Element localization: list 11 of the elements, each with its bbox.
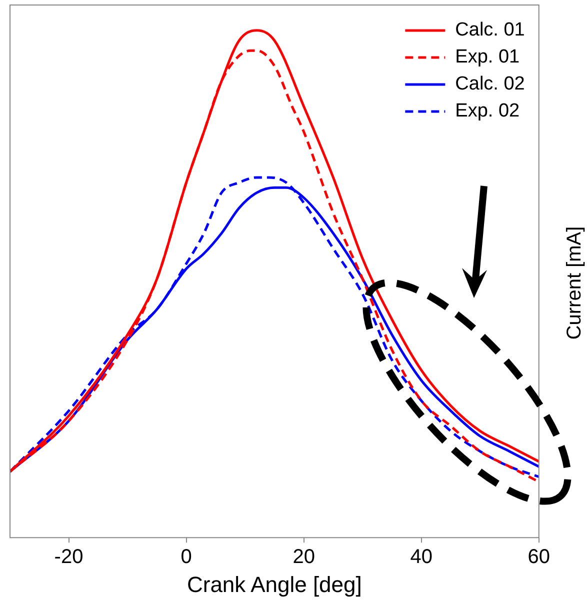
x-tick-label: -20 bbox=[54, 546, 84, 568]
legend-label: Exp. 02 bbox=[455, 100, 520, 122]
x-tick-label: 0 bbox=[180, 546, 192, 568]
x-tick-label: 60 bbox=[528, 546, 550, 568]
legend-label: Calc. 01 bbox=[455, 20, 525, 41]
y-axis-title: Current [mA] bbox=[564, 226, 586, 340]
x-tick-label: 40 bbox=[410, 546, 432, 568]
x-axis-title: Crank Angle [deg] bbox=[186, 572, 362, 597]
legend-label: Calc. 02 bbox=[455, 74, 525, 95]
x-tick-label: 20 bbox=[292, 546, 315, 568]
legend-label: Exp. 01 bbox=[455, 46, 520, 68]
